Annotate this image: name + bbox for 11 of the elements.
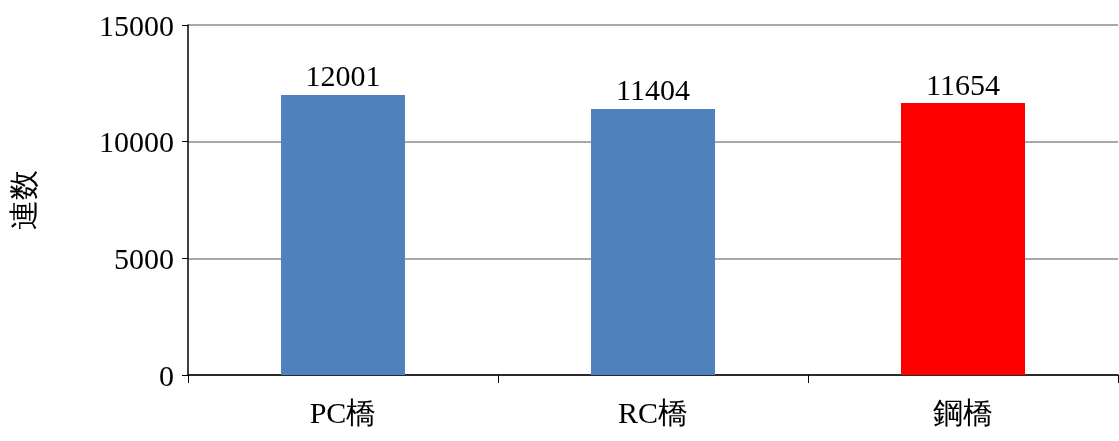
x-tick-label: 鋼橋 xyxy=(933,395,993,429)
data-label: 11654 xyxy=(926,67,1000,101)
data-label: 12001 xyxy=(305,59,381,93)
y-tick-label: 15000 xyxy=(99,8,174,42)
x-tick-label: PC橋 xyxy=(309,395,377,429)
y-tick-label: 10000 xyxy=(99,125,174,159)
x-tick-label: RC橋 xyxy=(617,395,689,429)
y-axis-title: 連数 xyxy=(6,170,40,230)
y-tick-label: 0 xyxy=(159,358,174,392)
data-label: 11404 xyxy=(616,73,690,107)
y-tick-label: 5000 xyxy=(114,241,174,275)
